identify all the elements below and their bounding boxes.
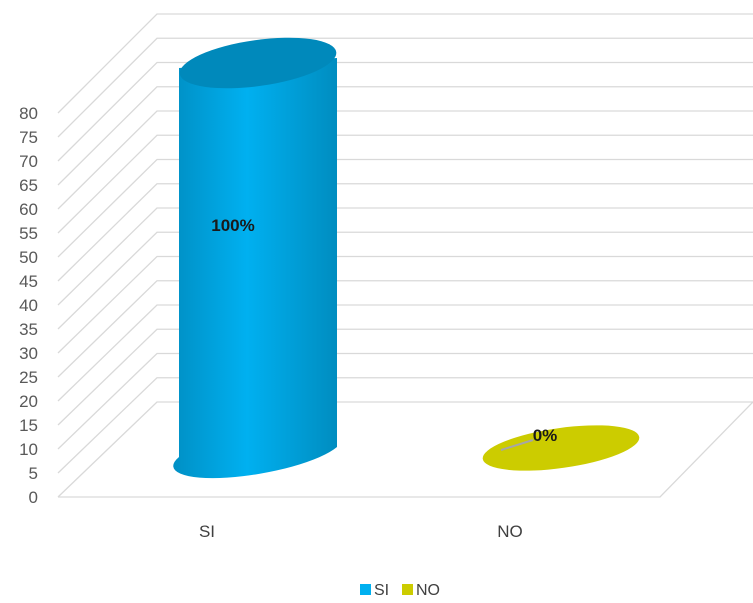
y-tick-label: 5 (29, 464, 38, 483)
y-tick-label: 20 (19, 392, 38, 411)
leader-line (500, 439, 534, 451)
y-tick-label: 70 (19, 152, 38, 171)
gridline (57, 231, 753, 330)
data-label-no: 0% (533, 426, 558, 445)
y-tick-label: 55 (19, 224, 38, 243)
bar-si (173, 58, 337, 479)
gridline (57, 401, 753, 498)
gridline (57, 255, 753, 354)
y-tick-label: 75 (19, 128, 38, 147)
gridline (57, 328, 753, 426)
y-tick-label: 40 (19, 296, 38, 315)
y-tick-label: 15 (19, 416, 38, 435)
x-tick-label: SI (199, 522, 215, 541)
gridline (57, 61, 753, 162)
grid-lines (57, 13, 753, 498)
y-tick-label: 60 (19, 200, 38, 219)
y-tick-label: 0 (29, 488, 38, 507)
gridline (57, 86, 753, 186)
data-label-si: 100% (211, 216, 254, 235)
legend-label: NO (416, 582, 440, 599)
gridline (57, 158, 753, 258)
gridline (57, 304, 753, 402)
y-tick-label: 80 (19, 104, 38, 123)
x-tick-label: NO (497, 522, 523, 541)
y-tick-label: 65 (19, 176, 38, 195)
gridline (57, 280, 753, 378)
y-tick-label: 45 (19, 272, 38, 291)
floor-edge (58, 401, 753, 498)
y-tick-label: 30 (19, 344, 38, 363)
data-labels: 100% 0% (211, 216, 557, 445)
legend-swatch (402, 584, 413, 595)
gridline (57, 13, 753, 114)
gridline (57, 37, 753, 138)
bar-top-si (179, 37, 337, 89)
y-tick-label: 10 (19, 440, 38, 459)
y-tick-label: 25 (19, 368, 38, 387)
y-axis: 0 5 10 15 20 25 30 35 40 45 50 55 60 65 70 75 80 (19, 104, 38, 507)
bars (173, 37, 640, 479)
gridline (57, 183, 753, 282)
x-axis: SI NO (199, 522, 523, 541)
legend: SI NO (360, 582, 440, 599)
gridline (57, 207, 753, 306)
legend-swatch (360, 584, 371, 595)
gridline (57, 134, 753, 234)
y-tick-label: 50 (19, 248, 38, 267)
bar-no (482, 425, 640, 471)
gridline (57, 352, 753, 450)
gridline (57, 110, 753, 210)
y-tick-label: 35 (19, 320, 38, 339)
gridline (57, 377, 753, 474)
legend-label: SI (374, 582, 389, 599)
